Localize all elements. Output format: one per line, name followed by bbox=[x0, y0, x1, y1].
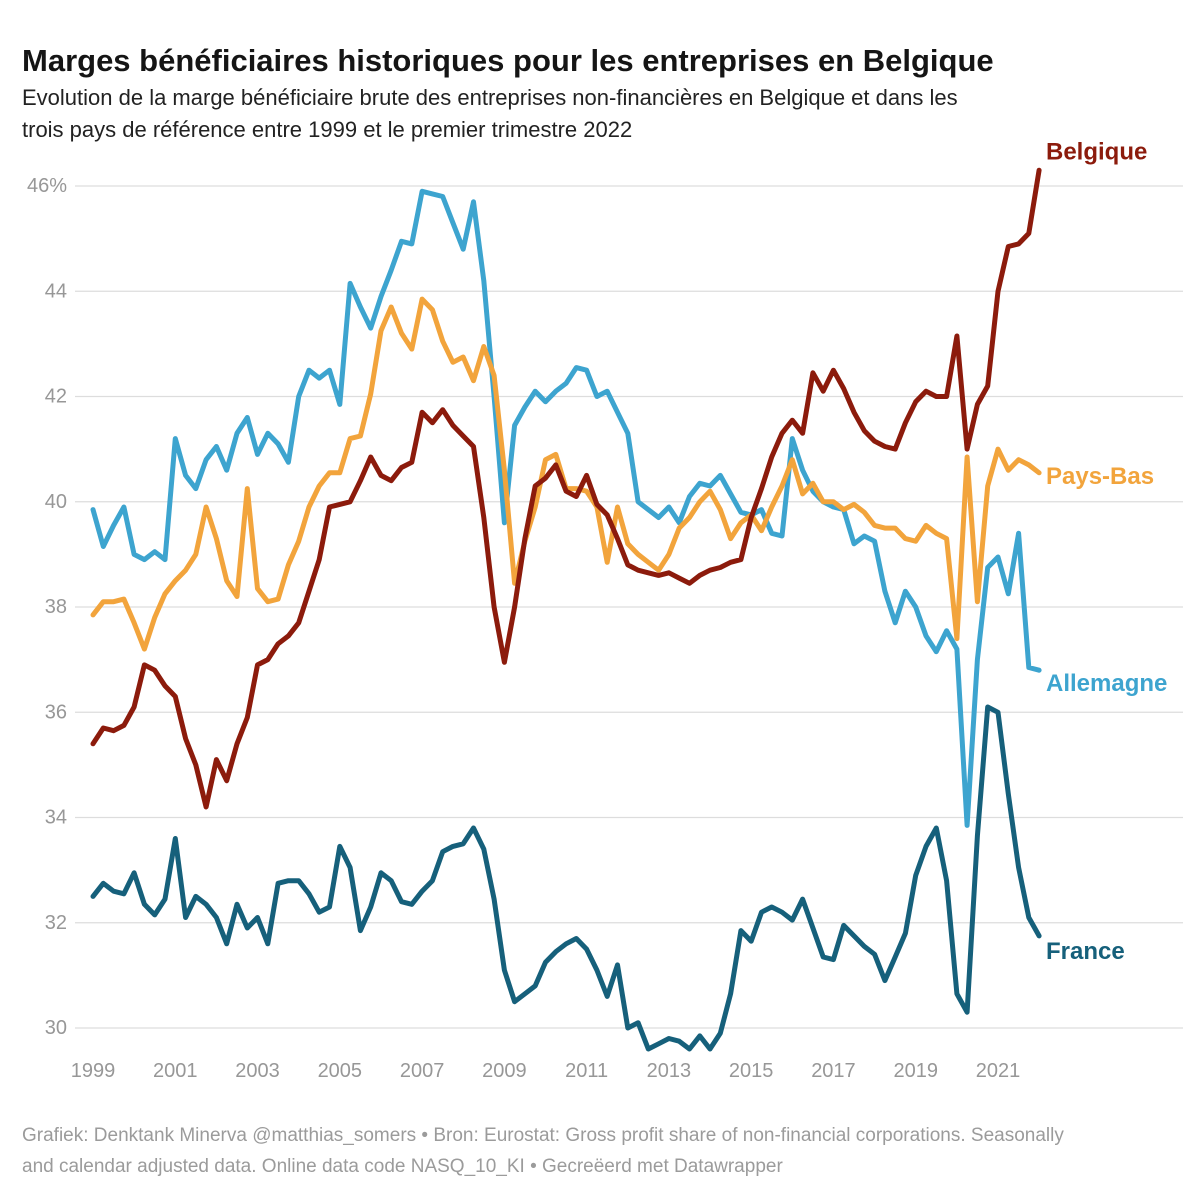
y-axis-label-30: 30 bbox=[45, 1017, 67, 1039]
x-axis-label-2011: 2011 bbox=[565, 1060, 608, 1082]
y-axis-label-44: 44 bbox=[45, 280, 67, 302]
chart-subtitle-line2: trois pays de référence entre 1999 et le… bbox=[22, 117, 633, 142]
series-label-france: France bbox=[1046, 938, 1125, 965]
chart-title: Marges bénéficiaires historiques pour le… bbox=[22, 42, 994, 78]
x-axis-label-2013: 2013 bbox=[647, 1060, 692, 1082]
x-axis-label-2021: 2021 bbox=[976, 1060, 1021, 1082]
chart-source-line1: Grafiek: Denktank Minerva @matthias_some… bbox=[22, 1125, 1064, 1146]
y-axis-label-36: 36 bbox=[45, 701, 67, 723]
series-line-france bbox=[90, 704, 1042, 1052]
y-axis-label-34: 34 bbox=[45, 807, 67, 829]
x-axis-label-2007: 2007 bbox=[400, 1060, 445, 1082]
x-axis-label-2017: 2017 bbox=[811, 1060, 856, 1082]
y-axis-label-46: 46% bbox=[27, 175, 67, 197]
series-label-allemagne: Allemagne bbox=[1046, 670, 1167, 697]
chart-subtitle: Evolution de la marge bénéficiaire brute… bbox=[22, 82, 1102, 146]
chart-source-footer: Grafiek: Denktank Minerva @matthias_some… bbox=[22, 1120, 1187, 1182]
x-axis-label-2019: 2019 bbox=[893, 1060, 938, 1082]
series-label-belgique: Belgique bbox=[1046, 138, 1147, 165]
series-line-pays-bas bbox=[90, 296, 1042, 652]
series-line-belgique bbox=[90, 167, 1042, 810]
x-axis-label-2001: 2001 bbox=[153, 1060, 198, 1082]
x-axis-label-2009: 2009 bbox=[482, 1060, 527, 1082]
x-axis-label-2005: 2005 bbox=[318, 1060, 363, 1082]
y-axis-label-32: 32 bbox=[45, 912, 67, 934]
x-axis-label-2015: 2015 bbox=[729, 1060, 774, 1082]
series-label-pays-bas: Pays-Bas bbox=[1046, 463, 1154, 490]
chart-subtitle-line1: Evolution de la marge bénéficiaire brute… bbox=[22, 85, 958, 110]
series-line-allemagne bbox=[90, 188, 1042, 828]
y-axis-label-38: 38 bbox=[45, 596, 67, 618]
x-axis-label-1999: 1999 bbox=[71, 1060, 116, 1082]
y-axis-label-40: 40 bbox=[45, 491, 67, 513]
y-axis-label-42: 42 bbox=[45, 386, 67, 408]
chart-source-line2: and calendar adjusted data. Online data … bbox=[22, 1156, 783, 1177]
x-axis-label-2003: 2003 bbox=[235, 1060, 280, 1082]
